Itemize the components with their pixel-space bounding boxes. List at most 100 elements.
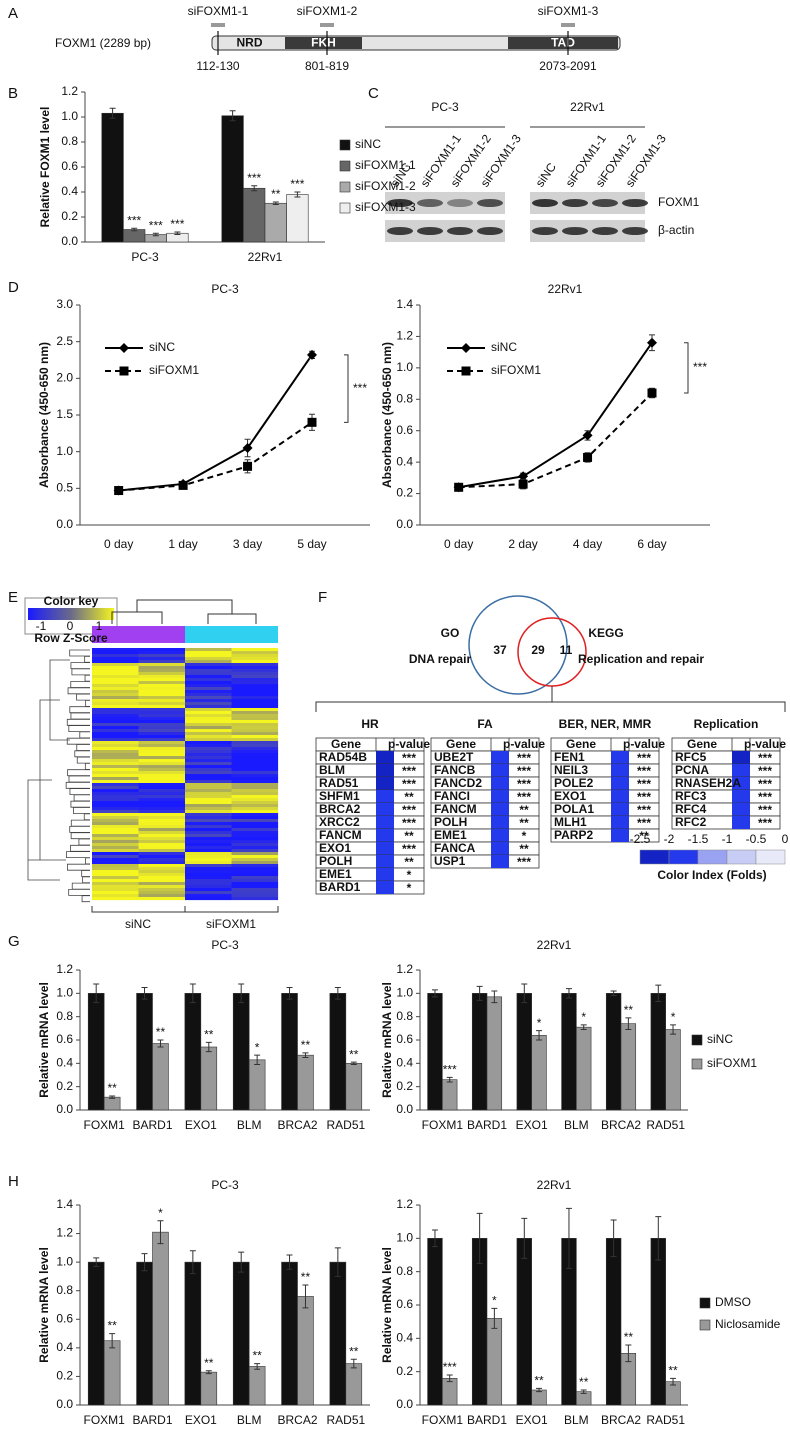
heatmap-cell <box>138 669 186 673</box>
venn-count: 29 <box>531 643 545 657</box>
bar <box>486 1318 503 1406</box>
heatmap-cell <box>231 831 279 835</box>
heatmap-cell <box>231 840 279 844</box>
bar <box>103 1096 121 1111</box>
venn-label: DNA repair <box>409 652 472 666</box>
p-value: ** <box>404 790 414 804</box>
heatmap-cell <box>138 828 186 832</box>
heatmap-cell <box>92 771 139 775</box>
heatmap-cell <box>185 717 232 721</box>
fold-cell <box>491 790 509 803</box>
x-tick-label: RAD51 <box>646 1413 685 1427</box>
legend-label: siNC <box>707 1032 733 1046</box>
fold-cell <box>376 881 394 894</box>
table-title: Replication <box>694 717 759 731</box>
fold-cell <box>376 855 394 868</box>
color-key-tick: 0 <box>67 619 74 633</box>
significance: ** <box>349 1344 359 1358</box>
heatmap-cell <box>185 666 232 670</box>
heatmap-cell <box>138 693 186 697</box>
band <box>622 227 648 235</box>
fold-cell <box>611 751 629 764</box>
heatmap-cell <box>185 852 232 856</box>
x-tick-label: BARD1 <box>467 1413 507 1427</box>
band <box>417 199 443 207</box>
heatmap-cell <box>138 660 186 664</box>
venn-kegg <box>517 617 587 687</box>
heatmap-cell <box>92 747 139 751</box>
legend-label: siFOXM1 <box>149 363 199 377</box>
x-tick-label: 22Rv1 <box>248 250 283 264</box>
bar <box>329 993 347 1111</box>
x-tick-label: 1 day <box>168 537 197 551</box>
y-tick-label: 0.4 <box>396 454 413 468</box>
color-index-tick: -1 <box>722 832 733 846</box>
p-value: *** <box>637 777 651 791</box>
legend-label: siNC <box>355 137 381 151</box>
y-tick-label: 0.0 <box>56 1397 73 1411</box>
heatmap-cell <box>92 666 139 670</box>
heatmap-cell <box>92 711 139 715</box>
heatmap-cell <box>92 810 139 814</box>
chart-title: PC-3 <box>211 1178 239 1192</box>
heatmap-cell <box>231 771 279 775</box>
chart-title: 22Rv1 <box>537 938 572 952</box>
bar <box>248 1059 266 1111</box>
table-row <box>315 880 425 895</box>
p-value: *** <box>402 777 416 791</box>
heatmap-cell <box>185 822 232 826</box>
fold-cell <box>491 829 509 842</box>
legend-swatch <box>339 202 351 214</box>
heatmap-cell <box>138 897 186 901</box>
heatmap-cell <box>185 798 232 802</box>
color-index-tick: -2.5 <box>630 832 651 846</box>
bar <box>136 1261 153 1406</box>
heatmap-cell <box>185 759 232 763</box>
fold-cell <box>732 816 750 829</box>
color-index-label: Color Index (Folds) <box>657 868 766 882</box>
bar <box>152 1043 169 1111</box>
gene-label: FOXM1 (2289 bp) <box>55 36 151 50</box>
heatmap-cell <box>92 828 139 832</box>
domain-label: NRD <box>237 36 263 50</box>
panel-label: F <box>318 589 327 606</box>
significance: ** <box>301 1270 311 1284</box>
y-axis-label: Relative mRNA level <box>37 982 51 1098</box>
heatmap-cell <box>185 696 232 700</box>
heatmap-cell <box>92 888 139 892</box>
fold-cell <box>732 764 750 777</box>
y-tick-label: 0.2 <box>396 486 413 500</box>
heatmap-cell <box>92 726 139 730</box>
table-title: HR <box>361 717 379 731</box>
heatmap-cell <box>138 858 186 862</box>
y-tick-label: 0.4 <box>56 1056 73 1070</box>
blot-group: PC-3 <box>431 100 459 114</box>
heatmap-cell <box>185 777 232 781</box>
significance: *** <box>290 177 304 191</box>
table-row <box>550 828 660 843</box>
error-bar <box>109 1333 116 1349</box>
y-axis-label: Relative mRNA level <box>380 982 394 1098</box>
heatmap-cell <box>138 852 186 856</box>
table-header-cell: p-value <box>503 737 545 751</box>
venn-go <box>468 595 568 695</box>
significance: ** <box>204 1356 214 1370</box>
y-tick-label: 0.8 <box>396 1264 413 1278</box>
heatmap-cell <box>92 654 139 658</box>
fold-cell <box>376 790 394 803</box>
blot <box>385 220 505 242</box>
table-header-cell: Gene <box>687 737 717 751</box>
heatmap-cell <box>92 855 139 859</box>
protein-label: β-actin <box>658 223 694 237</box>
marker <box>242 443 253 453</box>
heatmap-cell <box>185 789 232 793</box>
significance: *** <box>149 218 163 232</box>
heatmap-cell <box>231 735 279 739</box>
gene-name: FANCD2 <box>434 776 482 790</box>
heatmap-cell <box>138 849 186 853</box>
heatmap-cell <box>231 783 279 787</box>
heatmap-cell <box>92 714 139 718</box>
fold-cell <box>376 816 394 829</box>
legend-swatch <box>339 181 351 193</box>
heatmap-cell <box>185 687 232 691</box>
